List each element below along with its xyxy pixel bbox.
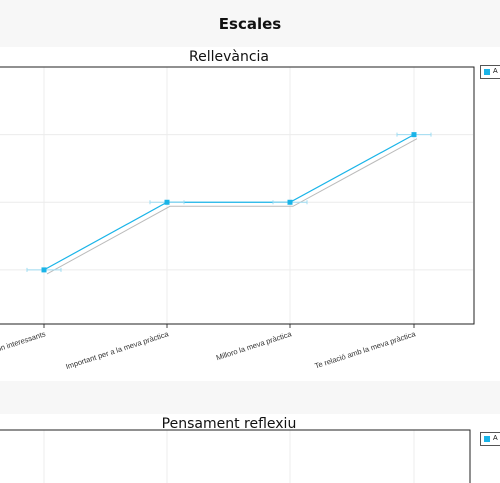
x-tick-label-2: Milloro la meva pràctica — [215, 329, 293, 362]
data-point-1[interactable] — [164, 199, 170, 205]
series-line-a — [43, 134, 415, 271]
title-band — [0, 0, 500, 47]
reference-line — [46, 138, 418, 275]
plot-frame — [0, 429, 471, 483]
legend-swatch — [484, 69, 490, 75]
data-point-0[interactable] — [41, 267, 47, 273]
separator-band — [0, 381, 500, 414]
legend-label: A — [493, 68, 498, 75]
chart-rellevancia: Són interessants Important per a la meva … — [0, 66, 475, 371]
data-point-3[interactable] — [411, 132, 417, 138]
chart-title-pensament-reflexiu: Pensament reflexiu — [161, 416, 297, 432]
legend-rellevancia[interactable]: A — [480, 65, 500, 79]
legend-label: A — [493, 435, 498, 442]
chart-title-rellevancia: Rellevància — [188, 49, 269, 65]
x-tick-label-1: Important per a la meva pràctica — [65, 329, 171, 371]
page-title: Escales — [218, 15, 282, 33]
plot-frame — [0, 66, 475, 325]
x-tick-label-3: Te relació amb la meva pràctica — [314, 329, 418, 370]
legend-pensament-reflexiu[interactable]: A — [480, 432, 500, 446]
chart-pensament-reflexiu — [0, 429, 471, 483]
x-tick-label-0: Són interessants — [0, 329, 47, 355]
data-point-2[interactable] — [287, 199, 293, 205]
legend-swatch — [484, 436, 490, 442]
